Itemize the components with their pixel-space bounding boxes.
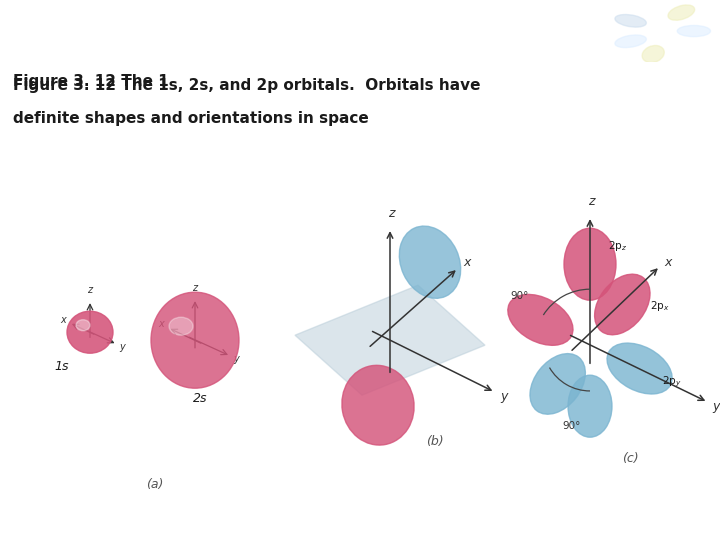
Text: y: y [119,342,125,352]
Ellipse shape [169,317,193,335]
Ellipse shape [668,42,695,57]
Ellipse shape [530,354,585,414]
Text: y: y [712,400,719,413]
Text: z: z [388,207,395,220]
Text: x: x [60,315,66,325]
Text: 2p$_z$: 2p$_z$ [608,239,627,253]
Text: y: y [500,390,508,403]
Text: y: y [233,354,238,364]
Text: (c): (c) [621,452,639,465]
Ellipse shape [595,274,650,335]
Ellipse shape [508,294,573,345]
Text: 2p$_y$: 2p$_y$ [662,375,682,389]
Ellipse shape [400,226,461,298]
Text: 2s: 2s [193,392,207,405]
Text: 2p$_x$: 2p$_x$ [650,299,670,313]
Text: Figure 3. 12 The 1s, 2s, and 2p orbitals.  Orbitals have: Figure 3. 12 The 1s, 2s, and 2p orbitals… [13,78,481,93]
Text: z: z [87,285,93,295]
Text: x: x [664,256,671,269]
Text: definite shapes and orientations in space: definite shapes and orientations in spac… [13,111,369,126]
Text: 1s: 1s [55,360,69,373]
Text: x: x [158,319,163,329]
Ellipse shape [678,25,711,37]
Ellipse shape [76,320,90,330]
Text: z: z [588,195,594,208]
Polygon shape [295,285,485,395]
Text: (b): (b) [426,435,444,448]
Ellipse shape [607,343,672,394]
Text: x: x [463,256,470,269]
Ellipse shape [67,311,113,353]
Ellipse shape [615,35,647,48]
Ellipse shape [564,228,616,300]
Ellipse shape [668,5,695,20]
Text: 90°: 90° [510,291,528,301]
Text: Electron Configuration: Electron Configuration [13,18,367,46]
Ellipse shape [568,375,612,437]
Ellipse shape [642,0,665,17]
Text: (a): (a) [146,478,163,491]
Ellipse shape [642,45,665,63]
Ellipse shape [151,292,239,388]
Text: Figure 3. 12 The 1: Figure 3. 12 The 1 [13,74,169,89]
Ellipse shape [615,15,647,27]
Ellipse shape [342,366,414,445]
Text: z: z [192,283,197,293]
Text: 90°: 90° [562,421,580,431]
